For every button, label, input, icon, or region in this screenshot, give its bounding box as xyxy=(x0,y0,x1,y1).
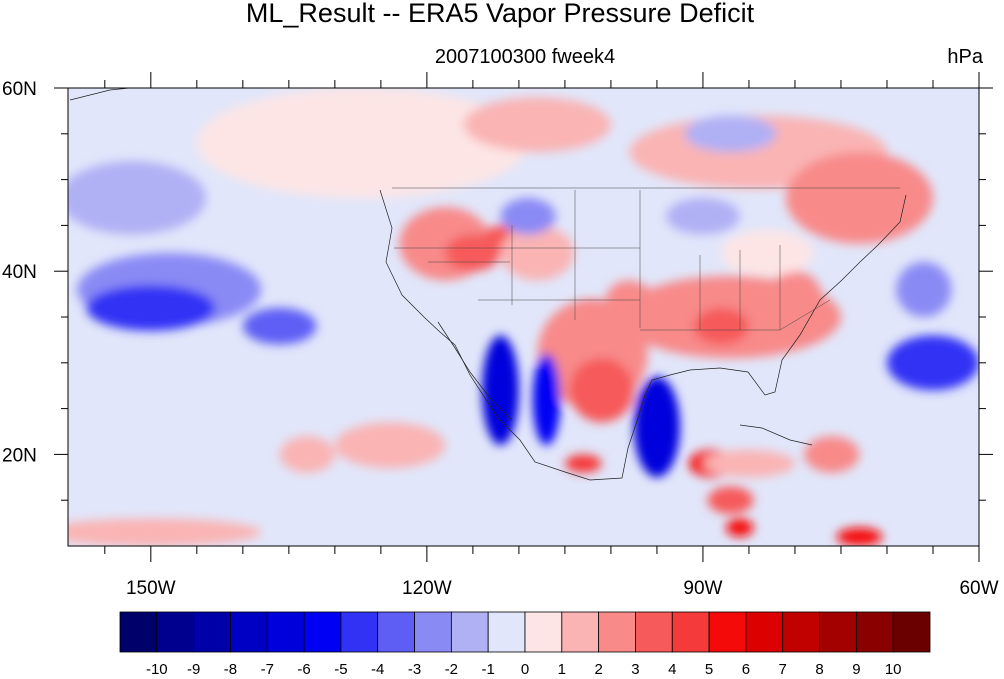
colorbar-swatch-20 xyxy=(855,611,894,653)
colorbar-label-9: -1 xyxy=(482,661,495,678)
colorbar-swatch-7 xyxy=(377,611,415,653)
vpd-region-21 xyxy=(836,527,883,546)
y-tick-label-0: 20N xyxy=(2,445,37,466)
colorbar-label-11: 1 xyxy=(558,661,566,678)
vpd-region-35 xyxy=(896,262,952,317)
vpd-region-13 xyxy=(767,271,823,327)
units-label: hPa xyxy=(947,46,983,68)
colorbar-swatch-4 xyxy=(266,611,305,653)
vpd-region-34 xyxy=(886,335,979,391)
colorbar-swatch-21 xyxy=(892,611,931,653)
colorbar-label-4: -6 xyxy=(297,661,310,678)
colorbar-swatch-1 xyxy=(156,611,195,653)
colorbar-swatch-3 xyxy=(230,611,268,653)
colorbar-swatch-5 xyxy=(303,611,342,653)
chart-title: ML_Result -- ERA5 Vapor Pressure Deficit xyxy=(246,0,755,28)
colorbar-label-2: -8 xyxy=(224,661,237,678)
colorbar-label-10: 0 xyxy=(521,661,529,678)
colorbar-swatch-11 xyxy=(524,611,563,653)
vpd-region-20 xyxy=(804,436,860,473)
vpd-region-0 xyxy=(196,88,529,198)
colorbar-swatch-19 xyxy=(819,611,857,653)
y-tick-label-2: 60N xyxy=(2,79,37,100)
vpd-region-12 xyxy=(693,307,749,345)
vpd-region-16 xyxy=(707,486,754,514)
colorbar-label-13: 3 xyxy=(631,661,639,678)
vpd-region-17 xyxy=(725,518,754,537)
map-panel xyxy=(68,88,979,546)
colorbar-swatch-9 xyxy=(450,611,489,653)
vpd-region-30 xyxy=(532,353,561,446)
x-tick-label-0: 150W xyxy=(126,578,176,599)
vpd-region-24 xyxy=(68,518,262,546)
colorbar-swatch-14 xyxy=(635,611,673,653)
colorbar-label-16: 6 xyxy=(742,661,750,678)
colorbar-label-8: -2 xyxy=(445,661,458,678)
colorbar-swatch-6 xyxy=(340,611,379,653)
vpd-region-14 xyxy=(721,229,814,276)
colorbar-label-6: -4 xyxy=(371,661,384,678)
state-borders xyxy=(392,187,900,331)
vpd-region-22 xyxy=(334,422,446,469)
colorbar-label-20: 10 xyxy=(885,661,902,678)
colorbar-swatch-10 xyxy=(487,611,526,653)
vpd-region-26 xyxy=(86,284,216,331)
colorbar-label-17: 7 xyxy=(779,661,787,678)
colorbar-swatch-0 xyxy=(119,611,158,653)
vpd-region-27 xyxy=(242,307,317,345)
x-tick-label-3: 60W xyxy=(959,578,998,599)
chart-subtitle: 2007100300 fweek4 xyxy=(435,46,615,68)
vpd-region-3 xyxy=(463,97,611,153)
vpd-region-33 xyxy=(666,197,740,235)
colorbar-swatch-2 xyxy=(193,611,231,653)
vpd-region-28 xyxy=(68,161,207,235)
colorbar-swatch-12 xyxy=(561,611,600,653)
colorbar-label-1: -9 xyxy=(187,661,200,678)
colorbar-label-19: 9 xyxy=(852,661,860,678)
colorbar-label-0: -10 xyxy=(146,661,168,678)
colorbar-swatch-17 xyxy=(745,611,784,653)
colorbar-swatch-16 xyxy=(708,611,747,653)
colorbar-label-15: 5 xyxy=(705,661,713,678)
vpd-region-9 xyxy=(569,358,634,423)
vpd-region-32 xyxy=(500,197,556,235)
colorbar-label-3: -7 xyxy=(261,661,274,678)
x-tick-label-2: 90W xyxy=(683,578,722,599)
colorbar-swatch-18 xyxy=(782,611,820,653)
vpd-region-18 xyxy=(564,454,602,473)
vpd-region-23 xyxy=(279,436,335,473)
colorbar-label-18: 8 xyxy=(815,661,823,678)
colorbar-swatch-13 xyxy=(598,611,636,653)
colorbar-swatch-15 xyxy=(671,611,710,653)
x-axis: 150W 120W 90W 60W xyxy=(104,72,999,599)
y-axis: 20N 40N 60N xyxy=(2,79,993,501)
colorbar-label-14: 4 xyxy=(668,661,676,678)
y-tick-label-1: 40N xyxy=(2,262,37,283)
coastlines xyxy=(69,88,907,481)
colorbar-label-12: 2 xyxy=(594,661,602,678)
x-tick-label-1: 120W xyxy=(402,578,452,599)
vpd-region-29 xyxy=(482,335,519,446)
colorbar-swatch-8 xyxy=(414,611,452,653)
vpd-region-7 xyxy=(500,225,575,281)
colorbar-label-5: -5 xyxy=(334,661,347,678)
vpd-region-31 xyxy=(633,376,680,478)
colorbar-label-7: -3 xyxy=(408,661,421,678)
colorbar: -10 -9 -8 -7 -6 -5 -4 -3 -2 -1 0 1 2 3 4 5 6 7 8 9 10 xyxy=(119,611,931,678)
vpd-region-36 xyxy=(684,115,777,153)
vpd-region-2 xyxy=(785,152,933,244)
vpd-region-19 xyxy=(702,449,795,478)
